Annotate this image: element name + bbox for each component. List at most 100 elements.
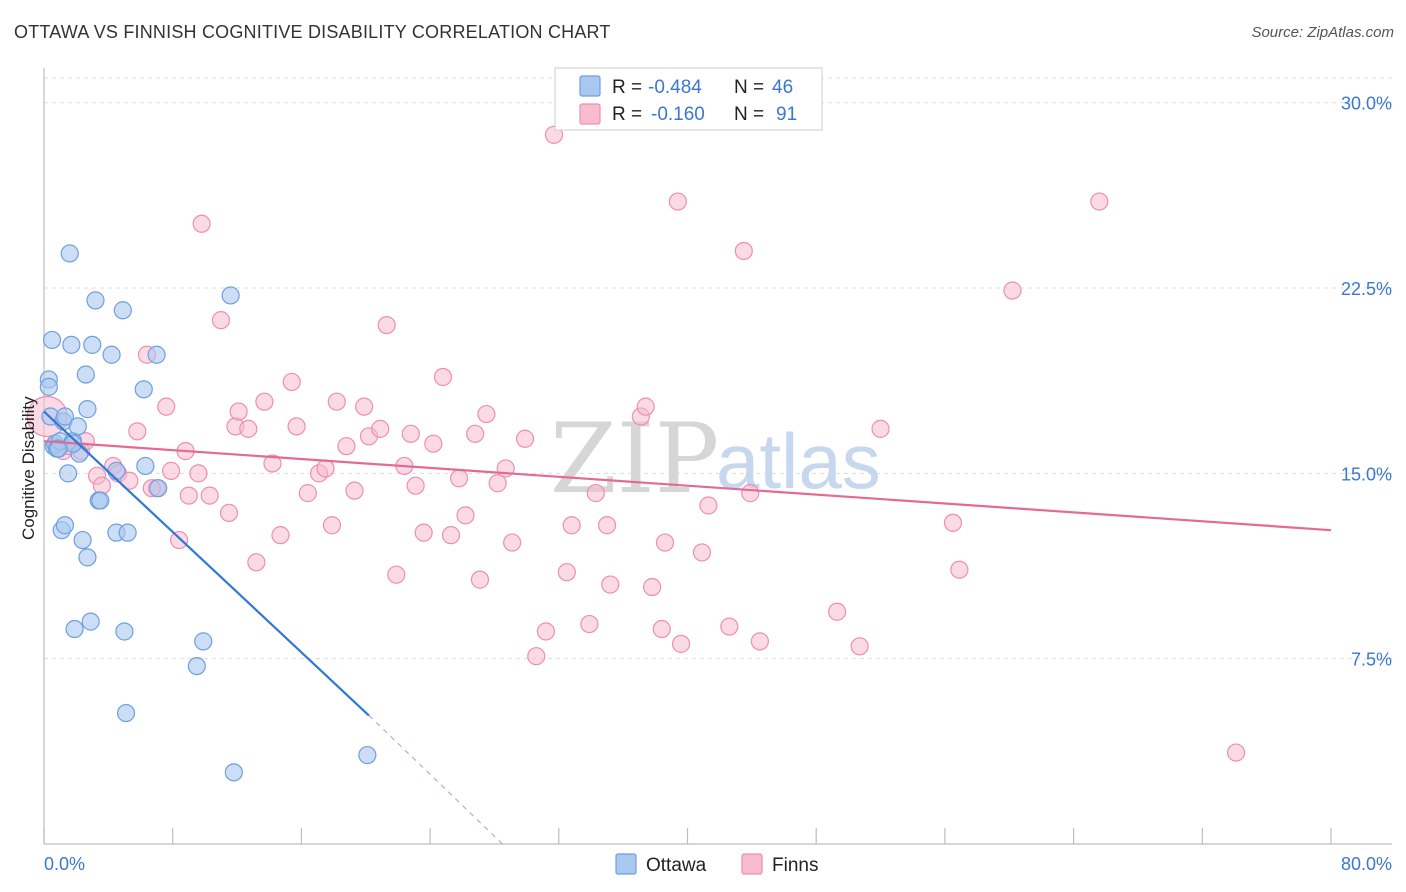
finns-point-71 xyxy=(655,533,675,552)
finns-point-16 xyxy=(179,486,198,505)
legend-n-label-ottawa: N = xyxy=(734,77,764,98)
finns-point-25 xyxy=(255,392,274,411)
finns-point-79 xyxy=(741,484,760,503)
finns-point-78 xyxy=(750,632,769,651)
finns-point-56 xyxy=(503,533,522,552)
finns-point-41 xyxy=(387,565,406,584)
finns-point-85 xyxy=(1003,281,1022,300)
finns-point-77 xyxy=(734,241,753,261)
finns-point-51 xyxy=(466,424,485,443)
finns-point-62 xyxy=(562,516,581,535)
ottawa-point-16 xyxy=(65,619,84,639)
ottawa-point-45 xyxy=(49,439,68,458)
ottawa-point-42 xyxy=(224,763,243,782)
finns-trend-line xyxy=(43,440,1332,532)
correlation-legend: R = -0.484 N = 46 R = -0.160 N = 91 xyxy=(554,67,823,131)
finns-point-20 xyxy=(219,503,239,522)
y-tick-label-2: 22.5% xyxy=(1341,279,1392,299)
finns-point-35 xyxy=(337,437,356,456)
finns-point-26 xyxy=(263,454,282,473)
finns-point-63 xyxy=(580,614,599,634)
ottawa-points xyxy=(39,244,377,782)
finns-point-8 xyxy=(120,471,139,490)
finns-point-65 xyxy=(597,516,617,535)
series-legend: Ottawa Finns xyxy=(615,853,818,876)
finns-point-37 xyxy=(355,397,374,416)
finns-point-27 xyxy=(271,526,290,545)
bottom-legend-swatch-ottawa xyxy=(615,853,637,875)
ottawa-point-13 xyxy=(60,244,79,263)
finns-point-19 xyxy=(211,311,231,330)
ottawa-trend-line xyxy=(43,410,370,717)
finns-point-30 xyxy=(298,484,317,503)
ottawa-point-24 xyxy=(83,335,102,354)
bottom-legend-swatch-finns xyxy=(741,853,763,875)
finns-point-17 xyxy=(192,214,211,233)
ottawa-point-35 xyxy=(134,380,153,399)
legend-n-value-finns: 91 xyxy=(776,104,797,125)
finns-point-14 xyxy=(170,530,189,550)
finns-point-40 xyxy=(377,315,396,335)
tick-labels: 7.5% 15.0% 22.5% 30.0% 0.0% 80.0% xyxy=(44,94,1392,874)
bottom-legend-label-finns: Finns xyxy=(772,855,818,876)
bottom-legend-label-ottawa: Ottawa xyxy=(646,855,707,876)
ottawa-point-36 xyxy=(136,456,155,476)
ottawa-point-43 xyxy=(358,745,377,765)
ottawa-point-22 xyxy=(78,400,97,419)
finns-point-23 xyxy=(239,419,258,438)
finns-point-68 xyxy=(636,397,655,416)
finns-point-54 xyxy=(488,474,507,493)
finns-point-46 xyxy=(424,434,443,453)
legend-n-label-finns: N = xyxy=(734,104,764,125)
y-tick-label-1: 15.0% xyxy=(1341,464,1392,484)
ottawa-point-1 xyxy=(39,377,58,396)
x-tick-label-1: 80.0% xyxy=(1341,854,1392,874)
legend-r-label-ottawa: R = xyxy=(612,77,642,98)
finns-point-80 xyxy=(828,602,847,621)
ottawa-point-39 xyxy=(187,656,206,676)
finns-point-24 xyxy=(247,553,266,572)
legend-r-value-ottawa: -0.484 xyxy=(648,77,702,98)
y-tick-label-0: 7.5% xyxy=(1351,650,1392,670)
ottawa-point-10 xyxy=(55,407,75,426)
finns-point-74 xyxy=(692,543,712,562)
finns-point-90 xyxy=(189,464,208,483)
x-tick-label-0: 0.0% xyxy=(44,854,85,874)
finns-point-47 xyxy=(433,367,453,387)
ottawa-point-38 xyxy=(149,479,168,498)
finns-point-49 xyxy=(449,469,469,488)
finns-point-12 xyxy=(157,397,176,416)
finns-point-73 xyxy=(671,634,691,653)
legend-r-label-finns: R = xyxy=(612,104,642,125)
finns-point-22 xyxy=(229,402,248,421)
ottawa-point-33 xyxy=(116,703,136,723)
legend-r-value-finns: -0.160 xyxy=(651,104,705,125)
finns-point-64 xyxy=(586,484,605,503)
ottawa-point-31 xyxy=(113,301,132,320)
ottawa-point-40 xyxy=(194,632,213,651)
ottawa-point-19 xyxy=(73,530,92,550)
finns-point-9 xyxy=(128,422,147,441)
finns-point-66 xyxy=(601,575,620,594)
finns-point-48 xyxy=(441,526,461,545)
ottawa-point-23 xyxy=(81,612,100,631)
finns-point-86 xyxy=(1090,192,1109,211)
finns-point-39 xyxy=(371,419,390,438)
legend-swatch-finns xyxy=(579,103,601,125)
ottawa-point-37 xyxy=(147,345,166,364)
ottawa-point-17 xyxy=(68,417,87,436)
finns-point-36 xyxy=(345,481,364,500)
finns-point-76 xyxy=(720,617,739,636)
watermark-atlas: atlas xyxy=(716,417,881,505)
legend-swatch-ottawa xyxy=(579,75,601,97)
finns-point-13 xyxy=(161,461,181,480)
ottawa-point-30 xyxy=(107,461,126,480)
finns-point-75 xyxy=(699,496,718,515)
legend-n-value-ottawa: 46 xyxy=(772,77,793,98)
finns-point-58 xyxy=(527,647,546,666)
finns-point-44 xyxy=(406,476,425,495)
trend-lines xyxy=(43,410,1332,845)
finns-point-18 xyxy=(200,486,219,505)
ottawa-point-28 xyxy=(102,345,121,364)
